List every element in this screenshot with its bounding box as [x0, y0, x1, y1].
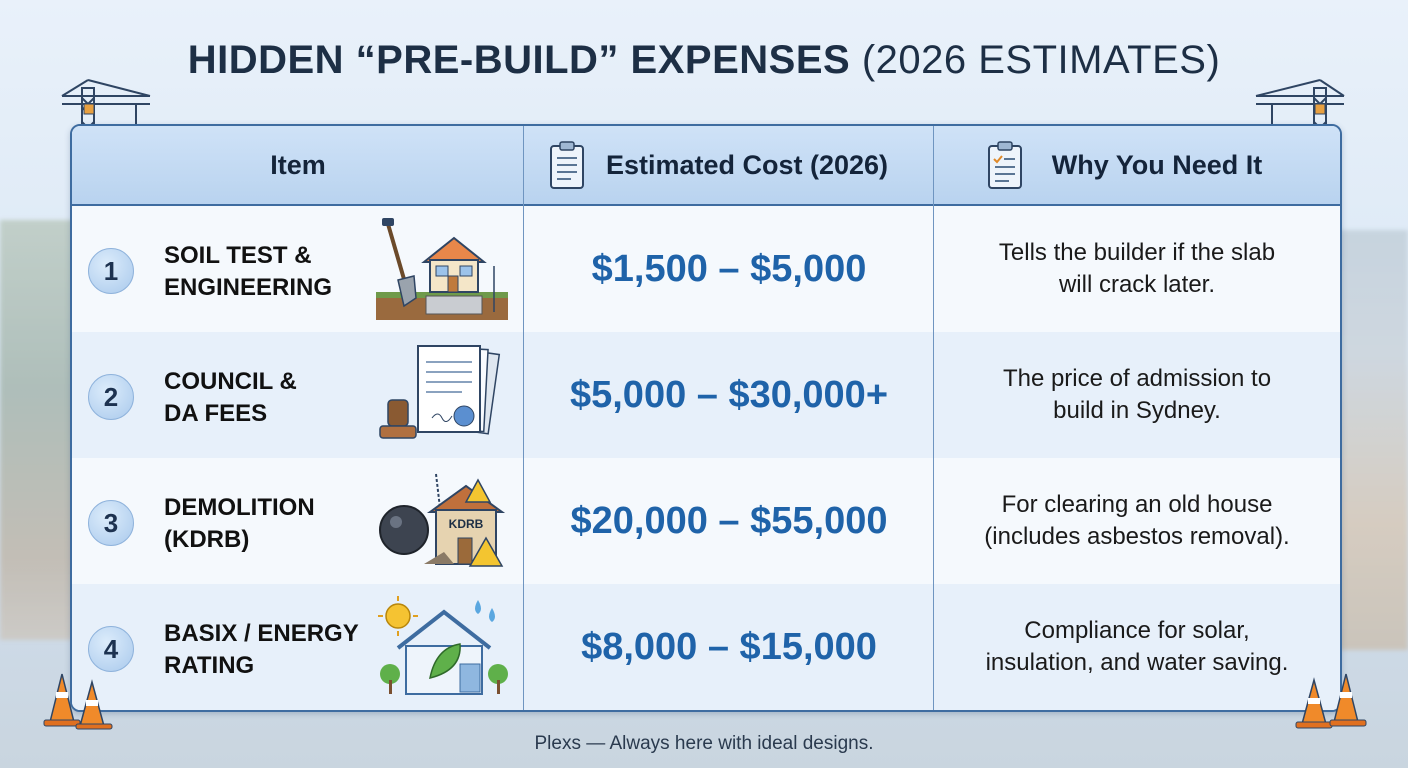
- column-divider: [523, 126, 524, 710]
- traffic-cones-right-icon: [1295, 673, 1367, 729]
- column-divider: [933, 126, 934, 710]
- background-right-scenery: [1333, 230, 1408, 650]
- cost-value: $5,000 – $30,000+: [569, 373, 889, 416]
- council-documents-icon: [379, 345, 501, 439]
- why-text: Compliance for solar, insulation, and wat…: [985, 617, 1289, 676]
- clipboard-icon: [550, 141, 584, 189]
- table-row: 1 SOIL TEST & ENGINEERING $1,500 – $5,000…: [72, 206, 1340, 333]
- cost-value: $20,000 – $55,000: [570, 499, 888, 542]
- table-header: Item Estimated Cost (2026) Why You Need …: [72, 126, 1340, 206]
- item-label: COUNCIL & DA FEES: [164, 368, 297, 427]
- energy-rating-icon: [378, 596, 508, 695]
- cost-value: $8,000 – $15,000: [581, 625, 877, 668]
- why-text: For clearing an old house (includes asbes…: [984, 491, 1290, 550]
- table-row: 2 COUNCIL & DA FEES $5,000 – $30,000+ The…: [72, 332, 1340, 459]
- row-number: 1: [88, 248, 134, 294]
- header-item: Item: [270, 149, 326, 180]
- table-row: 4 BASIX / ENERGY RATING $8,000 – $15,000 …: [72, 584, 1340, 710]
- why-text: Tells the builder if the slab will crack …: [998, 239, 1276, 298]
- title-light: (2026 ESTIMATES): [861, 38, 1221, 82]
- page-title: HIDDEN “PRE-BUILD” EXPENSES (2026 ESTIMA…: [0, 38, 1408, 83]
- soil-test-icon: [376, 218, 508, 320]
- footer-tagline: Plexs — Always here with ideal designs.: [534, 733, 874, 754]
- row-number: 2: [88, 374, 134, 420]
- item-label: DEMOLITION (KDRB): [164, 494, 315, 553]
- item-label: SOIL TEST & ENGINEERING: [164, 242, 333, 301]
- cost-value: $1,500 – $5,000: [591, 247, 867, 290]
- why-text: The price of admission to build in Sydney…: [1002, 365, 1272, 424]
- kdrb-house-label: KDRB: [449, 517, 484, 531]
- demolition-icon: KDRB: [379, 473, 506, 567]
- header-why: Why You Need It: [1051, 149, 1263, 180]
- checklist-icon: [988, 141, 1022, 189]
- row-number: 3: [88, 500, 134, 546]
- expenses-table: Item Estimated Cost (2026) Why You Need …: [70, 124, 1342, 712]
- table-row: 3 DEMOLITION (KDRB) KDRB $20,000 – $55,00…: [72, 458, 1340, 585]
- background-left-scenery: [0, 220, 80, 640]
- item-label: BASIX / ENERGY RATING: [164, 620, 359, 679]
- header-cost: Estimated Cost (2026): [605, 149, 889, 180]
- row-number: 4: [88, 626, 134, 672]
- traffic-cones-left-icon: [43, 673, 113, 730]
- title-bold: HIDDEN “PRE-BUILD” EXPENSES: [187, 38, 851, 82]
